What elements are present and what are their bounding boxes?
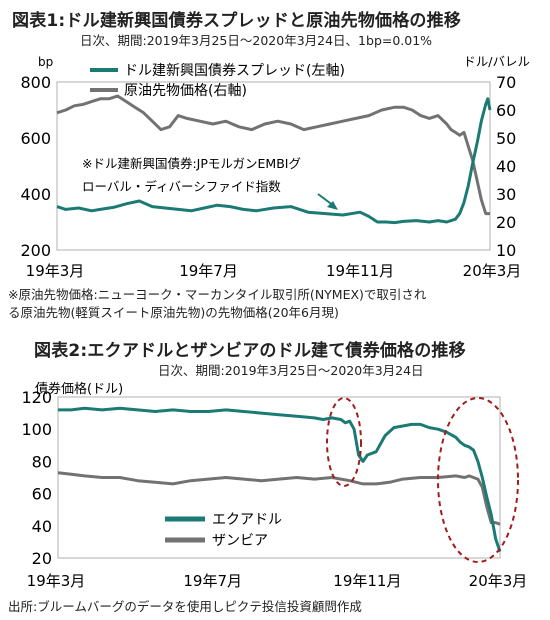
y-tick-label: 80 xyxy=(32,452,52,471)
figure1-note-line-1: ※原油先物価格:ニューヨーク・マーカンタイル取引所(NYMEX)で取引され xyxy=(8,287,427,302)
figure1-subtitle: 日次、期間:2019年3月25日～2020年3月24日、1bp=0.01% xyxy=(80,33,433,48)
right-tick-label: 40 xyxy=(496,157,516,176)
right-tick-label: 10 xyxy=(496,241,516,260)
legend-label-spread: ドル建新興国債券スプレッド(左軸) xyxy=(124,63,345,79)
right-tick-label: 20 xyxy=(496,213,516,232)
series-line-oil xyxy=(56,94,490,216)
right-tick-label: 70 xyxy=(496,73,516,92)
x-tick-label: 19年7月 xyxy=(179,262,238,280)
y-tick-label: 100 xyxy=(21,420,52,439)
highlight-circle-mar xyxy=(437,397,519,563)
figure1-chart: bp 200 400 600 800 ドル/バレル 10 20 30 40 50 60 70 19年3月 1… xyxy=(20,54,530,280)
figure2-chart: 債券価格(ドル) 20 40 60 80 100 120 19年3月 19年7月 19年11月 20… xyxy=(21,381,528,590)
left-tick-label: 400 xyxy=(20,185,51,204)
x-tick-label: 19年11月 xyxy=(333,572,401,590)
left-tick-label: 200 xyxy=(20,241,51,260)
y-tick-label: 120 xyxy=(21,388,52,407)
left-tick-label: 600 xyxy=(20,129,51,148)
x-tick-label: 19年3月 xyxy=(26,262,85,280)
legend-label-zambia: ザンビア xyxy=(212,533,268,549)
annotation-arrowhead xyxy=(327,201,338,210)
right-tick-label: 60 xyxy=(496,101,516,120)
series-line-spread xyxy=(56,97,492,225)
x-tick-label: 19年11月 xyxy=(326,262,394,280)
left-tick-label: 800 xyxy=(20,73,51,92)
figure1-title: 図表1:ドル建新興国債券スプレッドと原油先物価格の推移 xyxy=(12,11,462,31)
plot-frame xyxy=(57,396,501,559)
x-tick-label: 20年3月 xyxy=(463,262,522,280)
legend-label-oil: 原油先物価格(右軸) xyxy=(124,83,247,99)
series-line-zambia xyxy=(57,471,501,526)
plot-frame xyxy=(56,81,491,251)
figure2-subtitle: 日次、期間:2019年3月25日～2020年3月24日 xyxy=(158,363,424,378)
x-tick-label: 20年3月 xyxy=(469,572,528,590)
y-tick-label: 40 xyxy=(32,517,52,536)
figure1-note-line-2: る原油先物(軽質スイート原油先物)の先物価格(20年6月現) xyxy=(8,305,339,320)
right-tick-label: 30 xyxy=(496,185,516,204)
x-tick-label: 19年7月 xyxy=(183,572,242,590)
highlight-circle-nov xyxy=(326,397,362,487)
annotation-line-1: ※ドル建新興国債券:JPモルガンEMBIグ xyxy=(82,156,301,171)
source-note: 出所:ブルームバーグのデータを使用しピクテ投信投資顧問作成 xyxy=(8,599,362,614)
y-tick-label: 60 xyxy=(32,485,52,504)
right-tick-label: 50 xyxy=(496,129,516,148)
annotation-line-2: ローバル・ディバーシファイド指数 xyxy=(82,179,281,194)
left-axis-unit: bp xyxy=(38,55,53,69)
right-axis-unit: ドル/バレル xyxy=(463,54,530,69)
x-tick-label: 19年3月 xyxy=(27,572,86,590)
y-axis-label: 債券価格(ドル) xyxy=(35,381,123,397)
series-line-ecuador xyxy=(58,406,502,553)
figure2-title: 図表2:エクアドルとザンビアのドル建て債券価格の推移 xyxy=(34,341,466,361)
y-tick-label: 20 xyxy=(32,549,52,568)
legend-label-ecuador: エクアドル xyxy=(212,512,282,528)
